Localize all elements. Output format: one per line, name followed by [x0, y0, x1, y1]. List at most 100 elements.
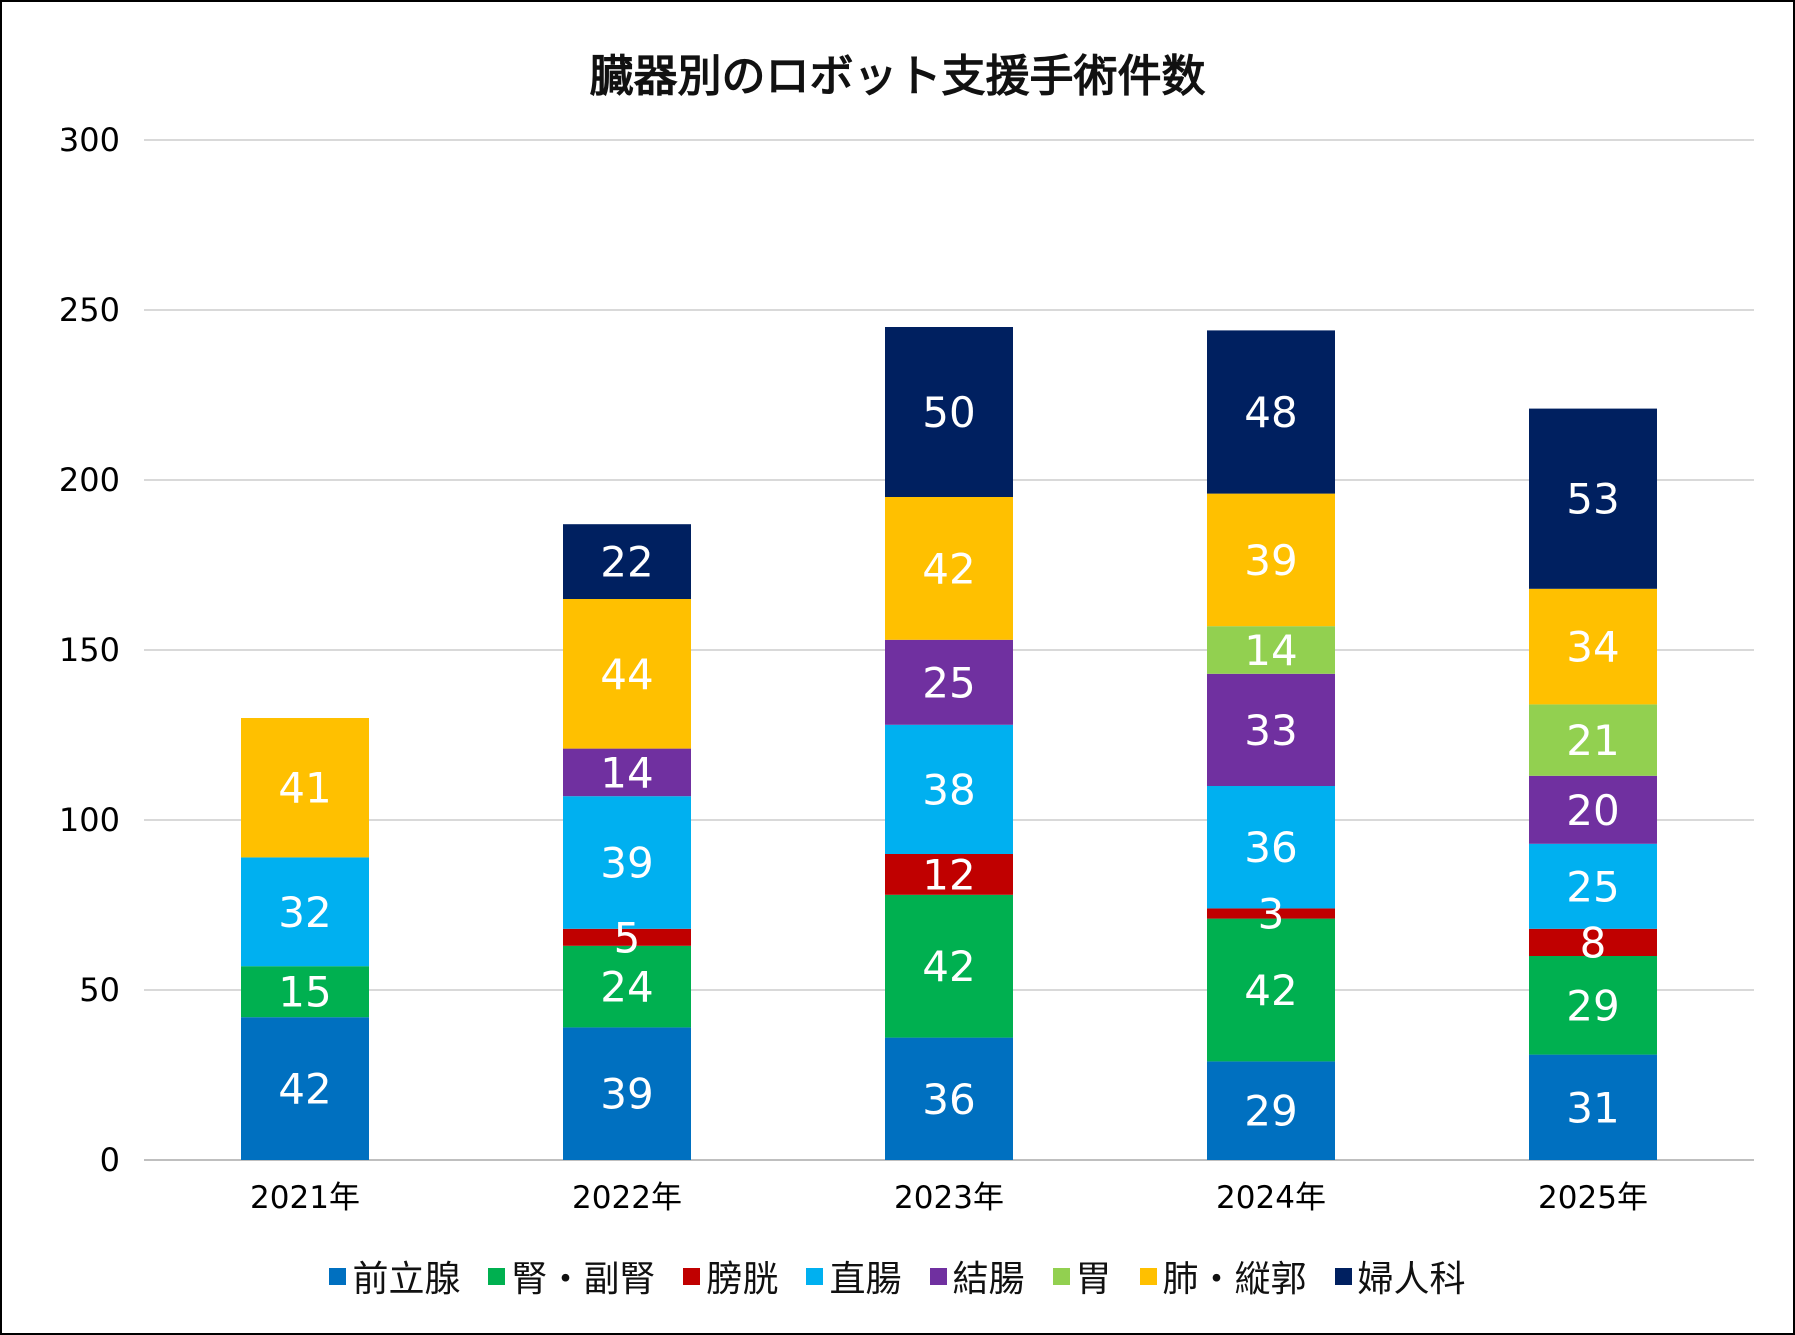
- data-label: 39: [1244, 536, 1297, 585]
- bar-segment: [885, 497, 1013, 640]
- legend-item: 膀胱: [683, 1250, 778, 1302]
- legend-swatch: [1139, 1267, 1157, 1285]
- bar-segment: [1207, 330, 1335, 494]
- data-label: 34: [1566, 623, 1619, 672]
- chart-title: 臓器別のロボット支援手術件数: [589, 51, 1206, 102]
- legend-swatch: [929, 1267, 947, 1285]
- data-label: 21: [1566, 716, 1619, 765]
- legend-label: 腎・副腎: [511, 1259, 656, 1300]
- bar-segment: [1529, 704, 1657, 776]
- x-tick-label: 2024年: [1216, 1180, 1326, 1216]
- legend-label: 前立腺: [352, 1259, 461, 1300]
- data-label: 42: [278, 1065, 331, 1114]
- bar-segment: [1529, 843, 1657, 929]
- data-label: 25: [1566, 862, 1619, 911]
- legend-item: 腎・副腎: [488, 1250, 655, 1302]
- legend-item: 肺・縦郭: [1139, 1250, 1307, 1302]
- data-label: 48: [1244, 388, 1297, 437]
- data-label: 32: [278, 888, 331, 937]
- legend-label: 直腸: [829, 1259, 902, 1300]
- bar-segment: [241, 1017, 369, 1160]
- bar-segment: [1529, 408, 1657, 589]
- legend-swatch: [683, 1267, 701, 1285]
- bar-segment: [1207, 786, 1335, 909]
- bars: [241, 327, 1657, 1160]
- data-label: 15: [278, 968, 331, 1017]
- axes: 0 50 100 150 200 250 300 2021年 2022年 2023年 2024年 20…: [59, 121, 1648, 1216]
- legend-item: 婦人科: [1334, 1250, 1466, 1302]
- x-tick-label: 2022年: [572, 1180, 682, 1216]
- data-labels: 4215324139245391444223642123825425029423…: [278, 388, 1619, 1136]
- bar-segment: [1207, 918, 1335, 1062]
- bar-segment: [1207, 908, 1335, 919]
- bar-segment: [1207, 493, 1335, 627]
- data-label: 42: [1244, 966, 1297, 1015]
- legend-item: 胃: [1052, 1250, 1112, 1302]
- x-tick-label: 2023年: [894, 1180, 1004, 1216]
- data-label: 42: [922, 544, 975, 593]
- bar-segment: [241, 857, 369, 967]
- x-tick-label: 2021年: [250, 1180, 360, 1216]
- data-label: 29: [1244, 1087, 1297, 1136]
- y-tick-label: 100: [59, 801, 120, 839]
- data-label: 36: [922, 1075, 975, 1124]
- bar-segment: [1529, 956, 1657, 1055]
- y-tick-label: 200: [59, 461, 120, 499]
- data-label: 36: [1244, 823, 1297, 872]
- bar-segment: [563, 796, 691, 929]
- y-tick-label: 0: [100, 1141, 120, 1179]
- data-label: 20: [1566, 786, 1619, 835]
- bar-segment: [1207, 673, 1335, 786]
- bar-segment: [563, 524, 691, 599]
- data-label: 53: [1566, 475, 1619, 524]
- bar-segment: [241, 718, 369, 858]
- legend: 前立腺 腎・副腎 膀胱 直腸 結腸 胃 肺・縦郭 婦人科: [2, 1250, 1793, 1302]
- x-tick-label: 2025年: [1538, 1180, 1648, 1216]
- bar-segment: [563, 748, 691, 797]
- data-label: 25: [922, 658, 975, 707]
- data-label: 14: [600, 748, 653, 797]
- bar-segment: [1207, 626, 1335, 674]
- bar-segment: [563, 599, 691, 749]
- y-tick-label: 150: [59, 631, 120, 669]
- data-label: 33: [1244, 706, 1297, 755]
- legend-swatch: [1052, 1267, 1070, 1285]
- bar-segment: [885, 327, 1013, 497]
- legend-label: 胃: [1075, 1259, 1112, 1300]
- bar-segment: [885, 1037, 1013, 1160]
- data-label: 39: [600, 839, 653, 888]
- bar-segment: [885, 724, 1013, 854]
- data-label: 24: [600, 963, 653, 1012]
- data-label: 12: [922, 850, 975, 899]
- bar-segment: [563, 1027, 691, 1160]
- legend-item: 直腸: [806, 1250, 902, 1302]
- data-label: 3: [1258, 890, 1285, 939]
- data-label: 29: [1566, 981, 1619, 1030]
- bar-segment: [885, 854, 1013, 895]
- data-label: 50: [922, 388, 975, 437]
- bar-segment: [885, 639, 1013, 725]
- legend-label: 肺・縦郭: [1162, 1259, 1307, 1300]
- data-label: 22: [600, 538, 653, 587]
- bar-segment: [1529, 775, 1657, 844]
- data-label: 8: [1580, 918, 1607, 967]
- bar-segment: [1529, 1054, 1657, 1160]
- y-tick-label: 50: [79, 971, 120, 1009]
- y-tick-label: 300: [59, 121, 120, 159]
- data-label: 14: [1244, 626, 1297, 675]
- legend-label: 結腸: [952, 1259, 1025, 1300]
- data-label: 41: [278, 764, 331, 813]
- legend-swatch: [1334, 1267, 1352, 1285]
- legend-swatch: [329, 1267, 347, 1285]
- data-label: 42: [922, 942, 975, 991]
- data-label: 39: [600, 1070, 653, 1119]
- bar-segment: [241, 966, 369, 1018]
- legend-swatch: [806, 1267, 824, 1285]
- bar-segment: [563, 945, 691, 1028]
- legend-item: 前立腺: [329, 1250, 460, 1302]
- bar-segment: [885, 894, 1013, 1038]
- bar-segment: [1529, 928, 1657, 956]
- y-tick-label: 250: [59, 291, 120, 329]
